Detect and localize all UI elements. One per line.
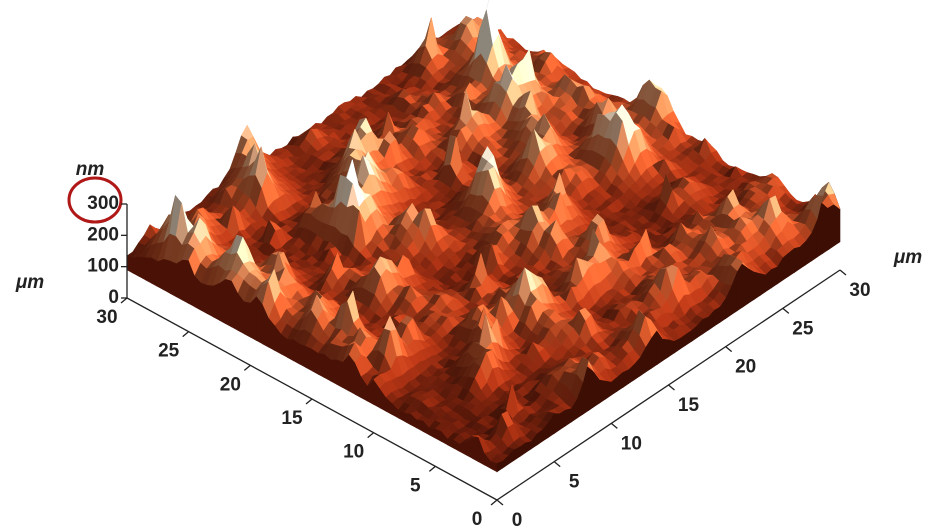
surface-wall: [754, 272, 760, 300]
surface-wall: [663, 339, 669, 361]
x-tick-label: 25: [158, 341, 180, 362]
surface-wall: [749, 268, 755, 303]
surface-wall: [170, 261, 176, 297]
surface-wall: [743, 262, 749, 307]
x-tick-label: 5: [410, 475, 421, 496]
surface-wall: [794, 247, 800, 273]
y-tick-label: 10: [621, 433, 642, 454]
surface-wall: [760, 273, 766, 295]
surface-wall: [220, 279, 226, 324]
y-tick-label: 25: [792, 318, 814, 339]
surface-wall: [448, 439, 454, 448]
y-tick-label: 20: [735, 357, 756, 378]
x-tick: [121, 298, 127, 303]
x-tick-label: 10: [343, 442, 364, 463]
x-tick: [183, 332, 189, 337]
surface-wall: [287, 339, 293, 361]
x-tick: [429, 466, 435, 471]
x-tick: [306, 399, 312, 404]
surface-wall: [600, 380, 606, 403]
x-tick: [368, 433, 374, 438]
surface-wall: [183, 260, 189, 304]
surface-wall: [554, 413, 560, 433]
chart: μm μm nm 0510152025300510152025300100200…: [0, 0, 936, 530]
z-tick-label: 100: [87, 256, 119, 277]
x-tick-label: 0: [472, 509, 483, 530]
surface-wall: [152, 258, 158, 287]
surface-wall: [429, 428, 435, 439]
y-tick: [611, 423, 617, 428]
surface-wall: [158, 259, 164, 290]
y-tick-label: 0: [512, 510, 523, 530]
surface-wall: [318, 353, 324, 378]
surface-wall: [139, 257, 145, 280]
surface-wall: [566, 408, 572, 426]
y-tick: [497, 500, 503, 505]
y-tick: [669, 385, 675, 390]
x-tick: [244, 365, 250, 370]
y-tick-label: 5: [569, 472, 580, 493]
x-tick-label: 15: [281, 408, 303, 429]
surface-wall: [331, 359, 337, 384]
y-tick: [783, 308, 789, 313]
y-tick-label: 30: [849, 280, 870, 301]
surface-wall: [201, 283, 207, 314]
surface-wall: [146, 257, 152, 283]
surface-wall: [176, 260, 182, 301]
surface-wall: [244, 301, 250, 337]
surface-wall: [250, 296, 256, 340]
surface-wall: [703, 317, 709, 334]
surface-wall: [460, 442, 466, 455]
surface-wall: [771, 267, 777, 288]
y-tick: [840, 270, 846, 275]
surface-wall: [306, 346, 312, 371]
surface-wall: [164, 259, 170, 294]
surface-wall: [623, 369, 629, 387]
surface-wall: [405, 413, 411, 425]
surface-wall: [669, 339, 675, 357]
y-tick: [726, 347, 732, 352]
surface-wall: [226, 279, 232, 327]
surface-wall: [300, 344, 306, 368]
x-tick-label: 20: [220, 374, 241, 395]
surface: [127, 0, 840, 472]
z-tick-label: 200: [87, 224, 119, 245]
x-axis-label: μm: [15, 272, 44, 293]
surface-wall: [606, 381, 612, 399]
y-axis-label: μm: [893, 247, 922, 268]
surface-wall: [213, 283, 219, 321]
surface-wall: [207, 285, 213, 317]
y-tick-label: 15: [678, 395, 700, 416]
z-tick-label: 300: [87, 193, 119, 214]
x-tick-label: 30: [96, 307, 117, 328]
surface-wall: [472, 436, 478, 462]
surface-wall: [127, 256, 133, 273]
surface-wall: [417, 420, 423, 432]
surface-wall: [337, 359, 343, 387]
surface-wall: [526, 441, 532, 453]
surface-wall: [133, 257, 139, 277]
y-tick: [554, 462, 560, 467]
z-tick-label: 0: [108, 287, 119, 308]
x-tick: [491, 500, 497, 505]
